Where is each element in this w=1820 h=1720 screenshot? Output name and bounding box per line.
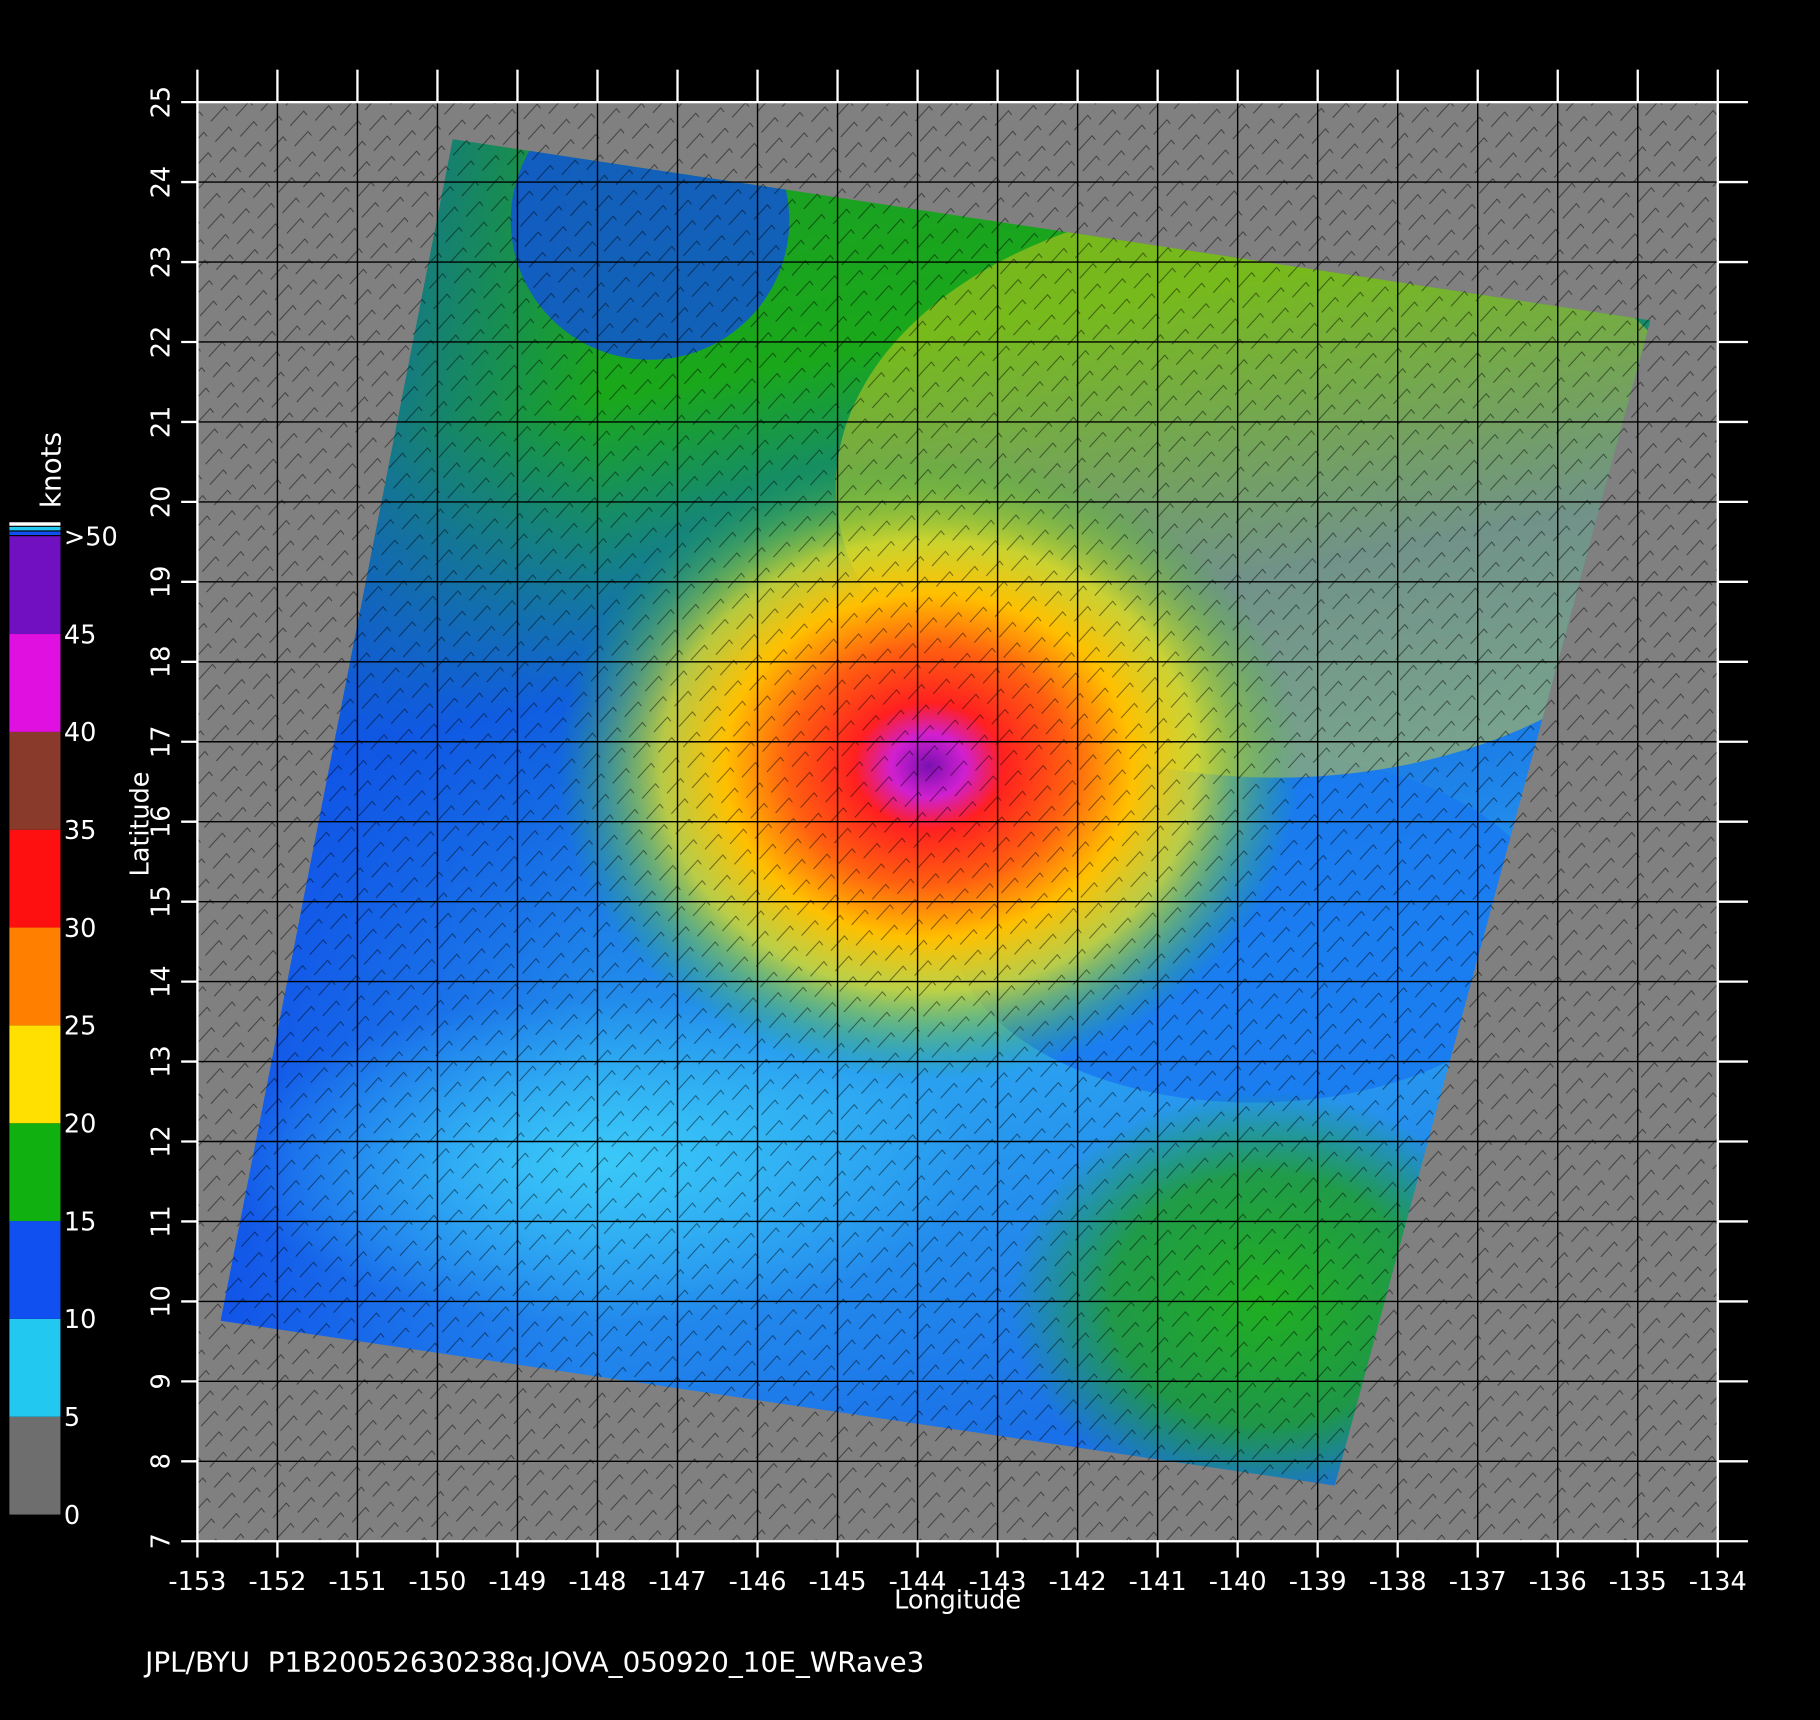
colorbar-cap xyxy=(9,531,61,536)
x-tick-label: -139 xyxy=(1289,1567,1347,1597)
x-tick-label: -135 xyxy=(1609,1567,1667,1597)
colorbar-segment xyxy=(9,634,61,732)
x-tick-label: -145 xyxy=(809,1567,867,1597)
y-tick-label: 23 xyxy=(147,246,177,278)
x-tick-label: -141 xyxy=(1129,1567,1187,1597)
colorbar-tick-label: 40 xyxy=(64,718,96,748)
y-tick-label: 7 xyxy=(147,1533,177,1549)
colorbar-tick-label: 25 xyxy=(64,1012,96,1042)
x-tick-label: -137 xyxy=(1449,1567,1507,1597)
x-tick-label: -153 xyxy=(168,1567,226,1597)
x-tick-label: -134 xyxy=(1689,1567,1747,1597)
x-tick-label: -146 xyxy=(729,1567,787,1597)
x-tick-label: -143 xyxy=(969,1567,1027,1597)
y-tick-label: 24 xyxy=(147,166,177,198)
colorbar-segment xyxy=(9,1416,61,1515)
y-tick-label: 9 xyxy=(147,1373,177,1389)
x-tick-label: -144 xyxy=(889,1567,947,1597)
x-axis-label: Longitude xyxy=(894,1586,1021,1616)
y-tick-label: 17 xyxy=(147,726,177,758)
colorbar: 0 5 10 15 20 25 30 35 40 45 >50 xyxy=(9,522,118,1531)
colorbar-tick-label: 35 xyxy=(64,816,96,846)
colorbar-segment xyxy=(9,1025,61,1124)
colorbar-tick-label: 10 xyxy=(64,1305,96,1335)
colorbar-segment xyxy=(9,927,61,1026)
axes: -153 -152 -151 -150 -149 -148 -147 -146 -145 -144… xyxy=(147,69,1748,1597)
y-tick-label: 10 xyxy=(147,1285,177,1317)
grid xyxy=(197,102,1718,1542)
x-tick-label: -150 xyxy=(408,1567,466,1597)
y-tick-label: 16 xyxy=(147,805,177,837)
colorbar-title: knots xyxy=(34,432,67,508)
colorbar-segment xyxy=(9,1318,61,1417)
colorbar-tick-label: 30 xyxy=(64,914,96,944)
colorbar-tick-label: 45 xyxy=(64,620,96,650)
x-tick-label: -148 xyxy=(569,1567,627,1597)
colorbar-segment xyxy=(9,536,61,635)
y-tick-label: 11 xyxy=(147,1205,177,1237)
colorbar-tick-label: >50 xyxy=(64,522,118,552)
y-tick-label: 19 xyxy=(147,566,177,598)
y-tick-label: 18 xyxy=(147,646,177,678)
y-tick-label: 20 xyxy=(147,486,177,518)
y-tick-label: 14 xyxy=(147,965,177,997)
y-tick-label: 21 xyxy=(147,406,177,438)
colorbar-cap xyxy=(9,522,61,526)
colorbar-tick-label: 20 xyxy=(64,1110,96,1140)
y-tick-label: 13 xyxy=(147,1045,177,1077)
y-tick-label: 25 xyxy=(147,86,177,118)
y-axis-label: Latitude xyxy=(126,772,156,877)
y-tick-label: 22 xyxy=(147,326,177,358)
x-tick-label: -152 xyxy=(248,1567,306,1597)
colorbar-segment xyxy=(9,829,61,928)
colorbar-tick-label: 15 xyxy=(64,1207,96,1237)
x-tick-label: -138 xyxy=(1369,1567,1427,1597)
x-tick-label: -142 xyxy=(1049,1567,1107,1597)
x-tick-label: -151 xyxy=(328,1567,386,1597)
colorbar-segment xyxy=(9,731,61,830)
y-tick-label: 15 xyxy=(147,885,177,917)
colorbar-cap xyxy=(9,526,61,531)
x-tick-label: -136 xyxy=(1529,1567,1587,1597)
colorbar-tick-label: 0 xyxy=(64,1501,80,1531)
x-tick-label: -147 xyxy=(649,1567,707,1597)
x-tick-label: -149 xyxy=(489,1567,547,1597)
colorbar-segment xyxy=(9,1123,61,1222)
x-tick-label: -140 xyxy=(1209,1567,1267,1597)
colorbar-segment xyxy=(9,1221,61,1319)
y-tick-label: 8 xyxy=(147,1453,177,1469)
footer: JPL/BYU P1B20052630238q.JOVA_050920_10E_… xyxy=(143,1645,924,1678)
plot-area xyxy=(197,102,1718,1542)
y-tick-label: 12 xyxy=(147,1125,177,1157)
colorbar-tick-label: 5 xyxy=(64,1403,80,1433)
